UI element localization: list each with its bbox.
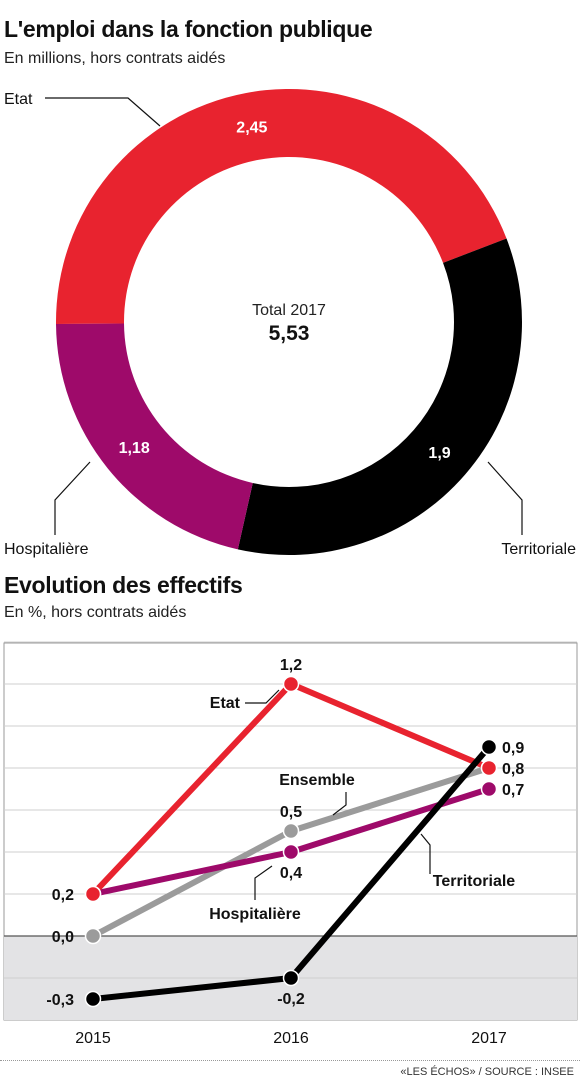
donut-leader-territoriale [487,461,523,535]
donut-chart: 2,45 1,9 1,18 Etat Territoriale Hospitalière… [4,89,576,558]
point-territoriale-2017 [480,738,498,756]
series-label-etat: Etat [210,695,241,712]
series-label-territoriale-leader [420,833,431,874]
series-label-hospitaliere-leader [254,865,273,900]
value-label-ensemble-2016: 0,5 [280,804,302,821]
point-etat-2017 [480,759,498,777]
value-label-ensemble-2015: 0,0 [52,929,74,946]
series-label-hospitaliere: Hospitalière [209,906,301,923]
point-ensemble-2015 [84,927,102,945]
donut-subtitle: En millions, hors contrats aidés [4,50,226,67]
series-label-ensemble-leader [332,792,347,816]
point-ensemble-2016 [282,822,300,840]
donut-slice-etat [56,89,507,325]
x-tick-label-2017: 2017 [471,1030,507,1047]
point-territoriale-2016 [282,969,300,987]
value-label-hospitaliere-2016: 0,4 [280,865,302,882]
value-label-ensemble-2017: 0,8 [502,761,524,778]
point-etat-2016 [282,675,300,693]
donut-category-etat: Etat [4,91,33,108]
source-credit: «LES ÉCHOS» / SOURCE : INSEE [400,1066,574,1078]
series-label-territoriale: Territoriale [433,873,516,890]
x-tick-label-2016: 2016 [273,1030,309,1047]
series-label-etat-leader [245,689,280,704]
donut-category-territoriale: Territoriale [501,541,576,558]
point-hospitaliere-2016 [282,843,300,861]
donut-leader-hospitaliere [54,461,91,535]
donut-category-hospitaliere: Hospitalière [4,541,89,558]
donut-total-value: 5,53 [269,322,310,345]
donut-slice-hospitaliere [56,323,253,550]
point-etat-2015 [84,885,102,903]
series-label-ensemble: Ensemble [279,772,355,789]
point-hospitaliere-2017 [480,780,498,798]
value-label-etat-2016: 1,2 [280,657,302,674]
footer-divider [0,1060,580,1061]
value-label-territoriale-2015: -0,3 [46,992,74,1009]
line-title: Evolution des effectifs [4,572,243,598]
value-label-etat-2015: 0,2 [52,887,74,904]
donut-value-hospitaliere: 1,18 [119,440,150,457]
donut-leader-etat [45,97,161,127]
value-label-territoriale-2017: 0,9 [502,740,524,757]
value-label-hospitaliere-2017: 0,7 [502,782,524,799]
donut-value-etat: 2,45 [236,119,267,136]
line-subtitle: En %, hors contrats aidés [4,604,187,621]
value-label-territoriale-2016: -0,2 [277,991,305,1008]
donut-slice-territoriale [237,238,522,555]
x-tick-label-2015: 2015 [75,1030,111,1047]
donut-title: L'emploi dans la fonction publique [4,16,373,42]
donut-total-label: Total 2017 [252,302,326,319]
donut-value-territoriale: 1,9 [428,445,450,462]
point-territoriale-2015 [84,990,102,1008]
